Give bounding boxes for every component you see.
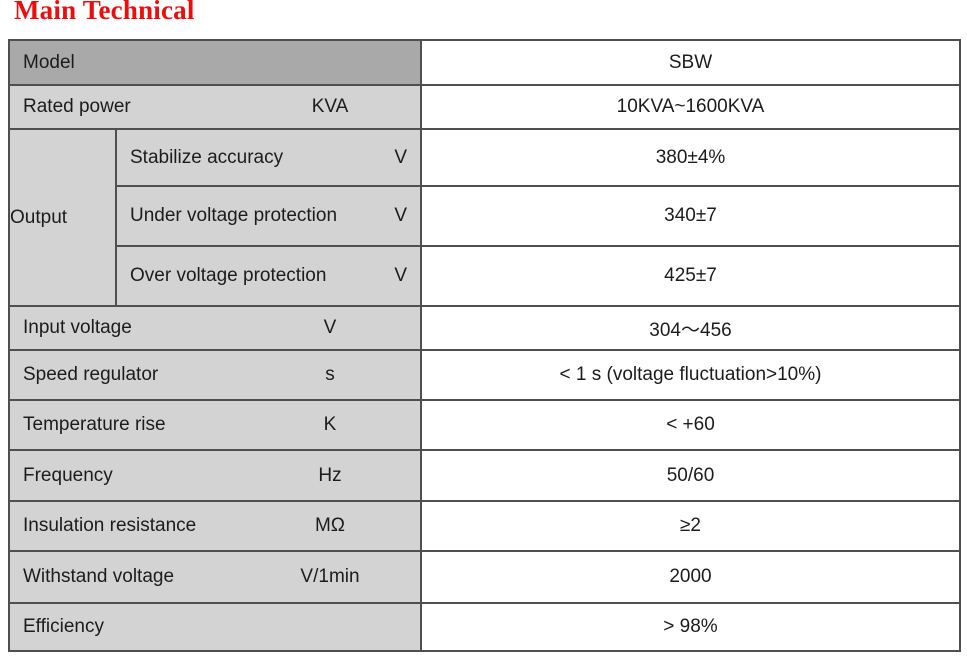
temperature-rise-unit: K: [323, 414, 337, 435]
page-title: Main Technical: [14, 0, 195, 25]
speed-regulator-value: < 1 s (voltage fluctuation>10%): [420, 349, 961, 401]
over-voltage-label-cell: Over voltage protection V: [115, 245, 422, 307]
stabilize-accuracy-unit: V: [394, 146, 407, 168]
row-temperature-rise: Temperature rise K < +60: [8, 399, 961, 451]
stabilize-accuracy-label-cell: Stabilize accuracy V: [115, 128, 422, 187]
rated-power-label-cell: Rated power KVA: [8, 84, 422, 130]
withstand-voltage-value: 2000: [420, 550, 961, 604]
row-withstand-voltage: Withstand voltage V/1min 2000: [8, 550, 961, 604]
efficiency-value: > 98%: [420, 602, 961, 652]
row-rated-power: Rated power KVA 10KVA~1600KVA: [8, 84, 961, 130]
stabilize-accuracy-value: 380±4%: [420, 128, 961, 187]
rated-power-value: 10KVA~1600KVA: [420, 84, 961, 130]
input-voltage-label-cell: Input voltage V: [8, 305, 422, 351]
insulation-resistance-value: ≥2: [420, 500, 961, 552]
rated-power-label: Rated power: [23, 96, 131, 117]
insulation-resistance-unit: MΩ: [314, 515, 346, 536]
temperature-rise-label-cell: Temperature rise K: [8, 399, 422, 451]
row-efficiency: Efficiency > 98%: [8, 602, 961, 652]
stabilize-accuracy-label: Stabilize accuracy: [130, 146, 284, 168]
under-voltage-unit: V: [394, 205, 407, 226]
under-voltage-label: Under voltage protection: [130, 205, 338, 226]
row-output-stabilize: Output Stabilize accuracy V 380±4%: [8, 128, 961, 307]
efficiency-label-cell: Efficiency: [8, 602, 422, 652]
input-voltage-unit: V: [323, 317, 337, 338]
insulation-resistance-label: Insulation resistance: [23, 515, 197, 536]
speed-regulator-unit: s: [325, 364, 335, 385]
model-label: Model: [23, 51, 75, 73]
under-voltage-value: 340±7: [420, 185, 961, 247]
frequency-label-cell: Frequency Hz: [8, 449, 422, 502]
output-group-label: Output: [8, 128, 117, 307]
speed-regulator-label: Speed regulator: [23, 364, 159, 385]
row-frequency: Frequency Hz 50/60: [8, 449, 961, 502]
row-output-under-voltage: Under voltage protection V 340±7: [9, 185, 961, 247]
row-insulation-resistance: Insulation resistance MΩ ≥2: [8, 500, 961, 552]
rated-power-unit: KVA: [311, 96, 349, 117]
withstand-voltage-label-cell: Withstand voltage V/1min: [8, 550, 422, 604]
over-voltage-value: 425±7: [420, 245, 961, 307]
row-input-voltage: Input voltage V 304～456: [8, 305, 961, 351]
under-voltage-label-cell: Under voltage protection V: [115, 185, 422, 247]
model-label-cell: Model: [8, 39, 422, 86]
row-speed-regulator: Speed regulator s < 1 s (voltage fluctua…: [8, 349, 961, 401]
efficiency-label: Efficiency: [23, 616, 104, 637]
over-voltage-label: Over voltage protection: [130, 265, 327, 286]
input-voltage-value: 304～456: [420, 305, 961, 351]
spec-table: Model SBW Rated power KVA 10KVA~1600KVA …: [8, 39, 961, 652]
frequency-unit: Hz: [318, 464, 342, 486]
insulation-resistance-label-cell: Insulation resistance MΩ: [8, 500, 422, 552]
withstand-voltage-unit: V/1min: [300, 566, 360, 587]
row-output-over-voltage: Over voltage protection V 425±7: [9, 245, 961, 307]
model-value: SBW: [420, 39, 961, 86]
speed-regulator-label-cell: Speed regulator s: [8, 349, 422, 401]
over-voltage-unit: V: [394, 265, 407, 286]
frequency-label: Frequency: [23, 464, 113, 486]
input-voltage-label: Input voltage: [23, 317, 132, 338]
row-model: Model SBW: [8, 39, 961, 86]
frequency-value: 50/60: [420, 449, 961, 502]
withstand-voltage-label: Withstand voltage: [23, 566, 175, 587]
temperature-rise-value: < +60: [420, 399, 961, 451]
temperature-rise-label: Temperature rise: [23, 414, 166, 435]
